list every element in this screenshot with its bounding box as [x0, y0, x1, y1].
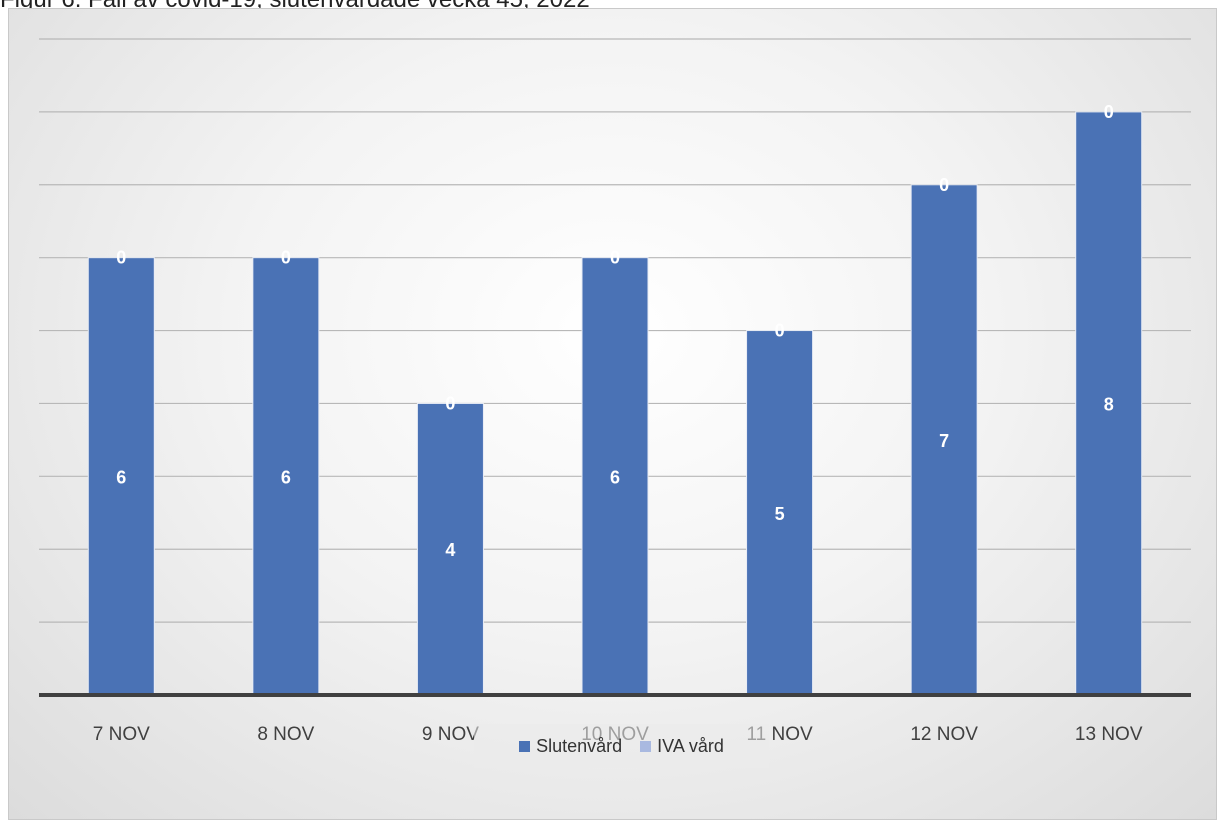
- x-tick-label: 12 NOV: [910, 724, 978, 745]
- bar-slutenvard: [252, 257, 320, 696]
- x-tick-label: 9 NOV: [422, 724, 479, 745]
- legend-label-slutenvard: Slutenvård: [536, 735, 623, 756]
- legend-item-iva-vard: IVA vård: [640, 736, 724, 757]
- data-label-iva-vard: 0: [116, 248, 126, 268]
- bar-slutenvard: [581, 257, 649, 696]
- legend-swatch-slutenvard: [519, 740, 531, 752]
- data-label-iva-vard: 0: [775, 321, 785, 341]
- x-tick-label: 13 NOV: [1075, 724, 1143, 745]
- data-label-slutenvard: 6: [610, 467, 620, 487]
- data-label-iva-vard: 0: [445, 393, 455, 413]
- data-label-slutenvard: 6: [281, 467, 291, 487]
- data-label-slutenvard: 6: [116, 467, 126, 487]
- bar-slutenvard: [910, 184, 978, 696]
- chart-legend: Slutenvård IVA vård: [474, 724, 769, 768]
- legend-label-iva-vard: IVA vård: [657, 735, 724, 756]
- bar-slutenvard: [746, 330, 814, 696]
- data-label-slutenvard: 4: [445, 540, 455, 560]
- bar-slutenvard: [1075, 111, 1143, 696]
- data-label-iva-vard: 0: [610, 248, 620, 268]
- bar-slutenvard: [416, 402, 484, 696]
- bar-slutenvard: [87, 257, 155, 696]
- data-label-iva-vard: 0: [281, 248, 291, 268]
- data-label-slutenvard: 8: [1104, 394, 1114, 414]
- legend-item-slutenvard: Slutenvård: [519, 736, 622, 757]
- data-label-slutenvard: 7: [939, 431, 949, 451]
- x-tick-label: 8 NOV: [257, 724, 314, 745]
- data-label-iva-vard: 0: [1104, 102, 1114, 122]
- data-label-slutenvard: 5: [775, 504, 785, 524]
- data-label-iva-vard: 0: [939, 175, 949, 195]
- x-tick-label: 7 NOV: [93, 724, 150, 745]
- legend-swatch-iva-vard: [640, 740, 652, 752]
